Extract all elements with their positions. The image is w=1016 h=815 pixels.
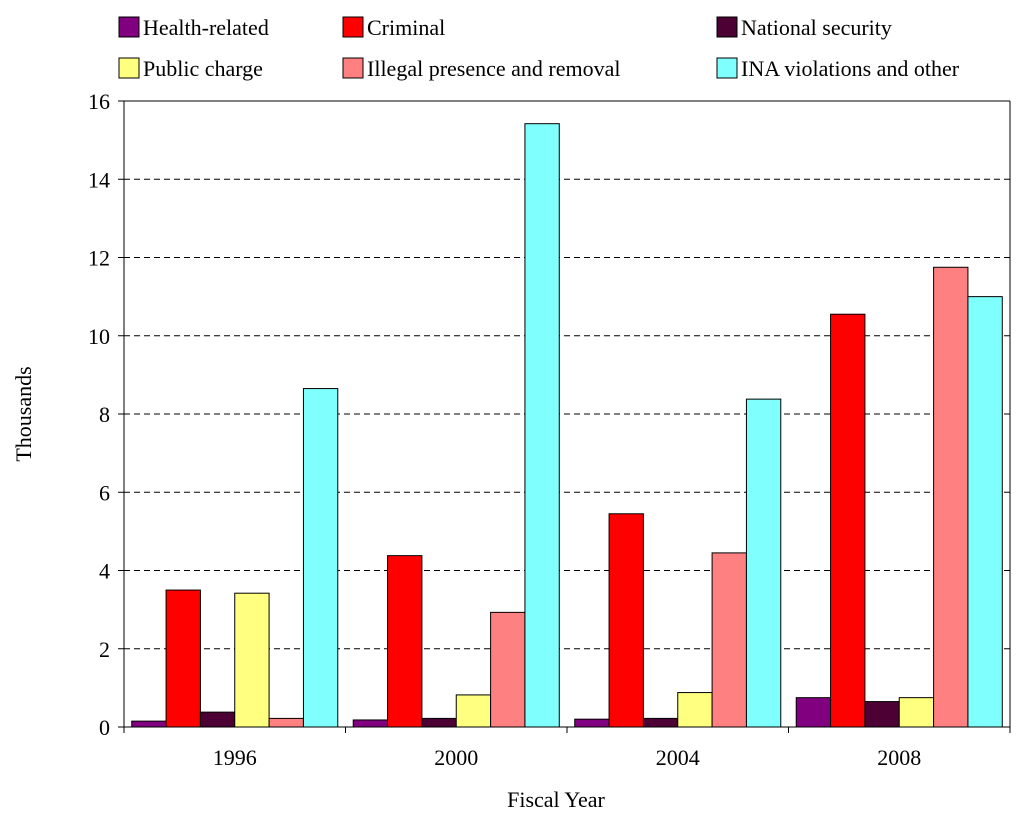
x-axis-title: Fiscal Year — [507, 787, 605, 812]
y-tick-label: 6 — [99, 480, 110, 505]
bar-illegal-presence-and-removal-2008 — [933, 266, 969, 728]
y-tick-label: 4 — [99, 559, 110, 584]
bar-health-related-1996 — [131, 720, 167, 728]
bar-national-security-2004 — [642, 717, 679, 728]
legend-swatch-public-charge — [118, 57, 140, 79]
x-tick-label: 2008 — [877, 745, 921, 770]
bar-public-charge-1996 — [234, 592, 270, 728]
bar-ina-violations-and-other-2008 — [967, 296, 1003, 728]
y-tick-label: 16 — [88, 89, 110, 114]
gridlines — [124, 178, 1010, 650]
bar-ina-violations-and-other-2004 — [745, 398, 782, 728]
legend-label: Illegal presence and removal — [367, 56, 620, 81]
bar-illegal-presence-and-removal-1996 — [268, 717, 304, 728]
bar-criminal-2004 — [608, 513, 644, 728]
y-axis-title: Thousands — [11, 366, 36, 461]
legend-label: INA violations and other — [741, 56, 960, 81]
bar-national-security-2008 — [864, 701, 900, 728]
x-tick-label: 1996 — [213, 745, 257, 770]
bar-national-security-1996 — [199, 711, 236, 728]
legend-label: National security — [741, 15, 892, 40]
bars — [131, 123, 1003, 728]
bar-national-security-2000 — [421, 717, 457, 728]
bar-health-related-2004 — [574, 718, 610, 728]
legend-swatch-illegal-presence-and-removal — [342, 57, 364, 79]
axes — [118, 100, 1011, 733]
x-tick-label: 2000 — [434, 745, 478, 770]
legend-swatch-national-security — [716, 16, 738, 38]
bar-public-charge-2000 — [455, 694, 492, 728]
y-tick-label: 14 — [88, 167, 110, 192]
legend-swatch-ina-violations-and-other — [716, 57, 738, 79]
legend: Health-related Criminal National security P… — [118, 15, 960, 81]
y-tick-label: 12 — [88, 246, 110, 271]
bar-ina-violations-and-other-1996 — [302, 388, 339, 728]
bar-health-related-2008 — [795, 697, 832, 728]
legend-label: Health-related — [143, 15, 269, 40]
y-tick-label: 8 — [99, 402, 110, 427]
bar-criminal-2008 — [830, 313, 866, 728]
y-tick-label: 10 — [88, 324, 110, 349]
bar-public-charge-2008 — [898, 697, 935, 728]
bar-public-charge-2004 — [677, 692, 713, 728]
x-tick-label: 2004 — [656, 745, 700, 770]
x-tick-labels: 1996 2000 2004 2008 — [213, 745, 922, 770]
legend-swatch-criminal — [342, 16, 364, 38]
y-tick-labels: 0 2 4 6 8 10 12 14 16 — [88, 89, 110, 740]
bar-criminal-2000 — [387, 555, 423, 728]
bar-criminal-1996 — [165, 589, 201, 728]
legend-swatch-health-related — [118, 16, 140, 38]
bar-health-related-2000 — [352, 719, 389, 728]
legend-label: Criminal — [367, 15, 445, 40]
bar-illegal-presence-and-removal-2000 — [490, 611, 526, 728]
bar-ina-violations-and-other-2000 — [524, 123, 560, 728]
y-tick-label: 2 — [99, 637, 110, 662]
legend-label: Public charge — [143, 56, 263, 81]
bar-illegal-presence-and-removal-2004 — [711, 552, 747, 728]
y-tick-label: 0 — [99, 715, 110, 740]
